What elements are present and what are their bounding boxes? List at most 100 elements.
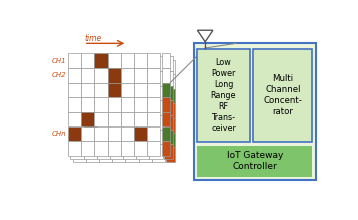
Bar (166, 118, 175, 133)
Bar (81, 68, 95, 82)
Bar (162, 126, 170, 141)
Bar (110, 130, 123, 144)
Bar (136, 144, 149, 159)
Bar (97, 71, 110, 86)
Bar (68, 53, 81, 68)
Bar (149, 56, 163, 71)
Bar (123, 86, 136, 100)
Bar (125, 59, 139, 74)
Bar (197, 49, 250, 142)
Bar (112, 118, 125, 133)
Bar (73, 59, 86, 74)
Bar (81, 126, 95, 141)
Bar (134, 68, 147, 82)
Bar (162, 112, 170, 126)
Bar (123, 130, 136, 144)
Bar (95, 53, 107, 68)
Bar (97, 56, 110, 71)
Bar (149, 86, 163, 100)
Bar (86, 118, 99, 133)
Bar (68, 141, 81, 156)
Bar (73, 89, 86, 103)
Bar (152, 59, 165, 74)
Bar (95, 112, 107, 126)
Bar (81, 53, 95, 68)
Bar (147, 112, 160, 126)
Bar (164, 130, 173, 144)
Bar (152, 89, 165, 103)
Bar (83, 130, 97, 144)
Bar (68, 97, 81, 112)
Bar (110, 86, 123, 100)
Bar (166, 133, 175, 147)
Bar (121, 68, 134, 82)
Bar (68, 82, 81, 97)
Bar (121, 141, 134, 156)
Bar (112, 103, 125, 118)
Bar (97, 130, 110, 144)
Bar (164, 71, 173, 86)
Bar (97, 144, 110, 159)
Bar (125, 118, 139, 133)
Bar (70, 56, 83, 71)
Bar (149, 144, 163, 159)
Bar (121, 97, 134, 112)
Bar (95, 126, 107, 141)
Bar (73, 103, 86, 118)
Bar (164, 144, 173, 159)
Bar (70, 100, 83, 115)
Bar (110, 56, 123, 71)
Bar (139, 103, 152, 118)
Bar (97, 115, 110, 130)
Bar (95, 141, 107, 156)
Bar (95, 82, 107, 97)
Bar (107, 112, 121, 126)
Bar (121, 53, 134, 68)
Text: CH2: CH2 (52, 72, 67, 78)
Bar (70, 115, 83, 130)
Bar (112, 89, 125, 103)
Text: CH1: CH1 (52, 58, 67, 64)
Bar (162, 82, 170, 97)
Bar (166, 103, 175, 118)
Bar (70, 144, 83, 159)
Bar (166, 147, 175, 162)
Bar (81, 97, 95, 112)
Bar (147, 126, 160, 141)
Text: Multi
Channel
Concent-
rator: Multi Channel Concent- rator (263, 74, 302, 116)
Bar (139, 147, 152, 162)
Text: time: time (84, 34, 102, 43)
Bar (112, 74, 125, 89)
Bar (110, 100, 123, 115)
Bar (121, 82, 134, 97)
Bar (81, 82, 95, 97)
Bar (99, 118, 112, 133)
Bar (110, 115, 123, 130)
Bar (97, 100, 110, 115)
Bar (149, 130, 163, 144)
Bar (112, 147, 125, 162)
Bar (166, 59, 175, 74)
Bar (83, 115, 97, 130)
Bar (70, 86, 83, 100)
Bar (73, 118, 86, 133)
Bar (149, 115, 163, 130)
Bar (86, 74, 99, 89)
Bar (123, 56, 136, 71)
Bar (99, 89, 112, 103)
Bar (121, 112, 134, 126)
Bar (136, 130, 149, 144)
Bar (83, 86, 97, 100)
Bar (112, 59, 125, 74)
Bar (147, 82, 160, 97)
Bar (81, 112, 95, 126)
Bar (134, 82, 147, 97)
Bar (81, 141, 95, 156)
Bar (136, 115, 149, 130)
Bar (68, 112, 81, 126)
Bar (149, 71, 163, 86)
Bar (162, 68, 170, 82)
Bar (83, 56, 97, 71)
Bar (99, 133, 112, 147)
Bar (152, 74, 165, 89)
